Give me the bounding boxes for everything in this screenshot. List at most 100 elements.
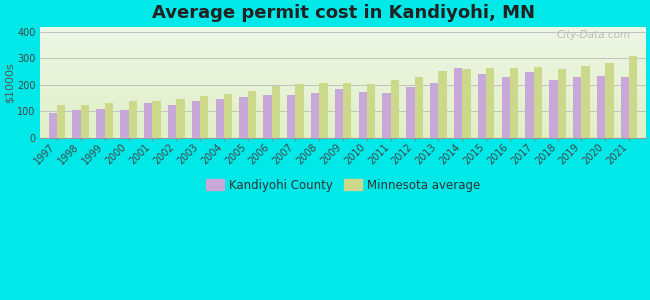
Bar	[40, 110, 646, 111]
Bar	[415, 77, 423, 138]
Bar	[40, 80, 646, 81]
Bar	[40, 31, 646, 32]
Bar	[40, 90, 646, 91]
Bar	[40, 29, 646, 30]
Bar	[40, 54, 646, 55]
Y-axis label: $1000s: $1000s	[4, 62, 14, 103]
Bar	[406, 87, 415, 138]
Bar	[40, 76, 646, 77]
Bar	[391, 80, 399, 138]
Bar	[40, 51, 646, 52]
Bar	[40, 39, 646, 40]
Bar	[40, 57, 646, 58]
Bar	[40, 74, 646, 75]
Bar	[311, 93, 319, 138]
Bar	[40, 73, 646, 74]
Bar	[192, 101, 200, 138]
Bar	[40, 103, 646, 104]
Bar	[40, 94, 646, 95]
Bar	[40, 84, 646, 85]
Bar	[40, 136, 646, 137]
Bar	[40, 48, 646, 49]
Bar	[40, 63, 646, 64]
Title: Average permit cost in Kandiyohi, MN: Average permit cost in Kandiyohi, MN	[151, 4, 534, 22]
Bar	[40, 55, 646, 56]
Bar	[629, 56, 638, 138]
Bar	[40, 122, 646, 123]
Bar	[96, 109, 105, 138]
Bar	[40, 45, 646, 46]
Bar	[621, 77, 629, 138]
Bar	[176, 99, 185, 138]
Bar	[40, 32, 646, 33]
Bar	[40, 72, 646, 73]
Bar	[272, 86, 280, 138]
Bar	[40, 112, 646, 113]
Bar	[40, 77, 646, 78]
Bar	[40, 69, 646, 70]
Bar	[40, 133, 646, 134]
Bar	[40, 121, 646, 122]
Bar	[152, 101, 161, 138]
Bar	[40, 65, 646, 66]
Bar	[40, 79, 646, 80]
Bar	[263, 95, 272, 138]
Bar	[486, 68, 495, 138]
Bar	[40, 78, 646, 79]
Bar	[40, 33, 646, 34]
Bar	[81, 105, 89, 138]
Bar	[40, 40, 646, 41]
Bar	[510, 68, 518, 138]
Bar	[40, 88, 646, 89]
Bar	[582, 66, 590, 138]
Bar	[40, 119, 646, 120]
Bar	[73, 110, 81, 138]
Bar	[40, 71, 646, 72]
Bar	[40, 26, 646, 27]
Bar	[454, 68, 462, 138]
Bar	[40, 132, 646, 133]
Bar	[105, 103, 113, 138]
Bar	[57, 105, 66, 138]
Bar	[367, 84, 375, 138]
Bar	[573, 77, 582, 138]
Bar	[40, 92, 646, 93]
Bar	[40, 64, 646, 65]
Bar	[129, 101, 137, 138]
Bar	[287, 94, 295, 138]
Bar	[40, 43, 646, 44]
Bar	[40, 118, 646, 119]
Bar	[597, 76, 605, 138]
Bar	[40, 101, 646, 102]
Bar	[40, 42, 646, 43]
Bar	[319, 83, 328, 138]
Bar	[40, 30, 646, 31]
Bar	[40, 99, 646, 100]
Bar	[239, 98, 248, 138]
Bar	[502, 77, 510, 138]
Bar	[40, 115, 646, 116]
Bar	[40, 120, 646, 121]
Bar	[40, 53, 646, 54]
Bar	[40, 113, 646, 114]
Bar	[40, 60, 646, 61]
Bar	[40, 137, 646, 138]
Bar	[40, 124, 646, 125]
Bar	[40, 127, 646, 128]
Bar	[40, 106, 646, 107]
Bar	[40, 135, 646, 136]
Bar	[525, 71, 534, 138]
Bar	[40, 134, 646, 135]
Bar	[40, 95, 646, 96]
Bar	[40, 47, 646, 48]
Bar	[40, 97, 646, 98]
Bar	[49, 112, 57, 138]
Bar	[40, 27, 646, 28]
Bar	[216, 99, 224, 138]
Bar	[40, 89, 646, 90]
Bar	[40, 52, 646, 53]
Bar	[40, 28, 646, 29]
Bar	[40, 59, 646, 60]
Bar	[40, 123, 646, 124]
Bar	[40, 107, 646, 108]
